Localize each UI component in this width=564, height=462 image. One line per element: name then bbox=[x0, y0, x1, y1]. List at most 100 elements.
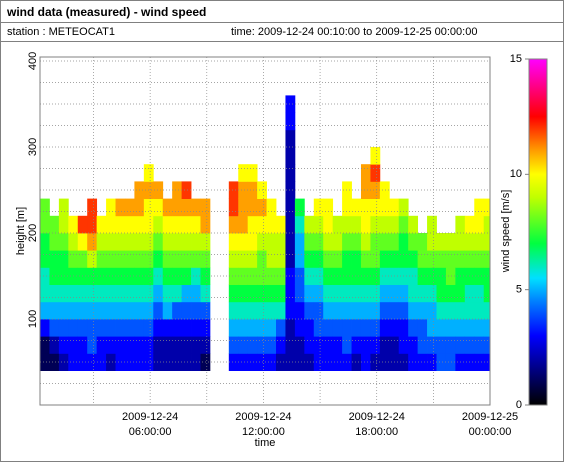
cell bbox=[370, 198, 381, 217]
cell bbox=[483, 267, 490, 285]
cell bbox=[313, 215, 324, 234]
cell bbox=[370, 215, 381, 234]
cell bbox=[162, 250, 173, 268]
cell bbox=[304, 353, 315, 371]
cell bbox=[379, 250, 390, 268]
cell bbox=[77, 336, 88, 354]
cell bbox=[181, 215, 192, 234]
cell bbox=[143, 164, 154, 182]
cell bbox=[115, 336, 126, 354]
cell bbox=[417, 301, 428, 320]
cell bbox=[266, 250, 277, 268]
cell bbox=[228, 319, 239, 337]
cell bbox=[228, 181, 239, 199]
cell bbox=[266, 215, 277, 234]
cell bbox=[455, 215, 466, 234]
cell bbox=[342, 336, 352, 354]
cell bbox=[351, 215, 362, 234]
cell bbox=[389, 198, 400, 217]
cell bbox=[87, 353, 98, 371]
cell bbox=[398, 284, 409, 303]
cell bbox=[276, 284, 286, 303]
cell bbox=[238, 336, 249, 354]
cell bbox=[247, 336, 258, 354]
cell bbox=[370, 319, 381, 337]
cell bbox=[96, 284, 107, 303]
cell bbox=[342, 181, 352, 199]
cell bbox=[276, 301, 286, 320]
cell bbox=[172, 267, 183, 285]
cell bbox=[181, 301, 192, 320]
cell bbox=[379, 267, 390, 285]
cell bbox=[134, 336, 145, 354]
cell bbox=[68, 301, 79, 320]
cell bbox=[191, 301, 201, 320]
cell bbox=[191, 250, 201, 268]
cell bbox=[408, 301, 419, 320]
cell bbox=[313, 319, 324, 337]
cell bbox=[96, 301, 107, 320]
cell bbox=[360, 301, 371, 320]
cell bbox=[464, 319, 475, 337]
cell bbox=[200, 284, 211, 303]
cell bbox=[238, 198, 249, 217]
cell bbox=[389, 250, 400, 268]
cell bbox=[134, 284, 145, 303]
cell bbox=[370, 147, 381, 165]
cell bbox=[360, 233, 371, 251]
cell bbox=[398, 301, 409, 320]
cell bbox=[408, 233, 419, 251]
cell bbox=[313, 336, 324, 354]
cell bbox=[285, 319, 296, 337]
cell bbox=[313, 198, 324, 217]
cell bbox=[106, 301, 116, 320]
cell bbox=[285, 250, 296, 268]
cell bbox=[228, 250, 239, 268]
cell bbox=[417, 267, 428, 285]
cell bbox=[285, 129, 296, 148]
colorbar-tick-label: 0 bbox=[516, 399, 522, 411]
cell bbox=[238, 301, 249, 320]
cell bbox=[58, 233, 69, 251]
cell bbox=[398, 250, 409, 268]
cell bbox=[172, 181, 183, 199]
period: time: 2009-12-24 00:10:00 to 2009-12-25 … bbox=[231, 26, 477, 38]
cell bbox=[294, 267, 305, 285]
cell bbox=[294, 301, 305, 320]
cell bbox=[238, 353, 249, 371]
cell bbox=[379, 181, 390, 199]
cell bbox=[379, 198, 390, 217]
cell bbox=[247, 267, 258, 285]
cell bbox=[436, 353, 447, 371]
cell bbox=[266, 233, 277, 251]
cell bbox=[172, 301, 183, 320]
cell bbox=[143, 301, 154, 320]
cell bbox=[313, 250, 324, 268]
cell bbox=[474, 198, 485, 217]
cell bbox=[360, 250, 371, 268]
cell bbox=[445, 267, 456, 285]
cell bbox=[285, 181, 296, 199]
cell bbox=[77, 233, 88, 251]
cell bbox=[49, 267, 60, 285]
cell bbox=[134, 198, 145, 217]
cell bbox=[49, 336, 60, 354]
cell bbox=[342, 301, 352, 320]
colorbar bbox=[528, 58, 548, 406]
cell bbox=[417, 284, 428, 303]
cell bbox=[427, 250, 437, 268]
cell bbox=[474, 319, 485, 337]
cell bbox=[40, 353, 50, 371]
cell bbox=[191, 215, 201, 234]
cell bbox=[464, 301, 475, 320]
cell bbox=[304, 233, 315, 251]
cell bbox=[285, 147, 296, 165]
cell bbox=[474, 301, 485, 320]
cell bbox=[427, 215, 437, 234]
cell bbox=[483, 198, 490, 217]
cell bbox=[342, 250, 352, 268]
cell bbox=[40, 198, 50, 217]
cell bbox=[351, 301, 362, 320]
cell bbox=[332, 250, 343, 268]
cell bbox=[342, 215, 352, 234]
